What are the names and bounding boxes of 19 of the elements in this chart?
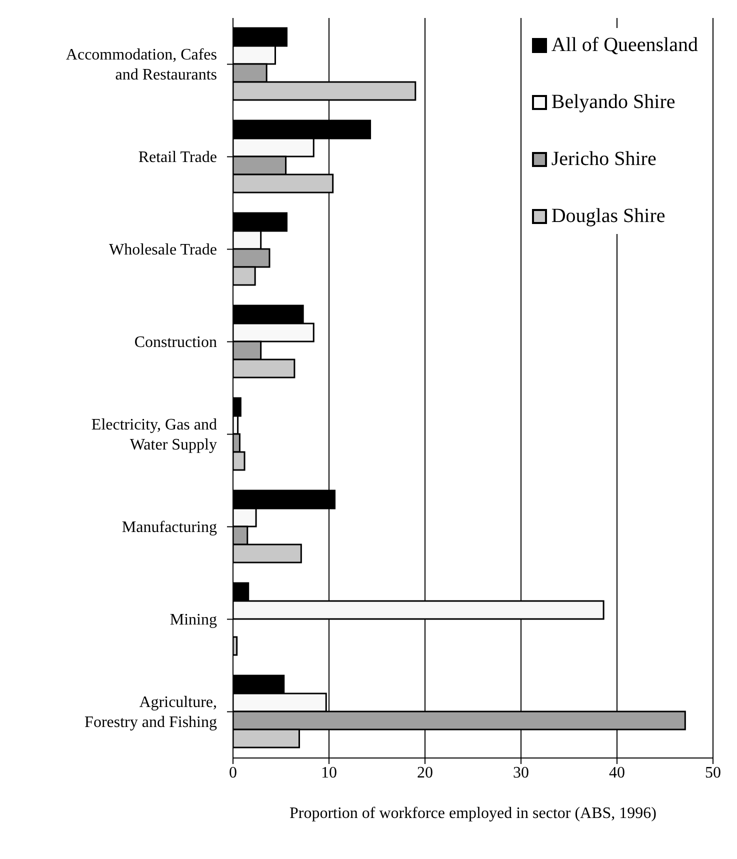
- x-tick-label: 30: [513, 764, 529, 782]
- x-tick-label: 20: [417, 764, 433, 782]
- y-tick-label: Agriculture, Forestry and Fishing: [84, 693, 217, 730]
- y-tick-label: Electricity, Gas and Water Supply: [91, 416, 217, 453]
- y-tick-label: Manufacturing: [122, 518, 217, 536]
- x-tick-label: 50: [705, 764, 721, 782]
- legend-label: All of Queensland: [551, 34, 698, 57]
- legend-label: Belyando Shire: [551, 91, 676, 114]
- y-tick-label: Wholesale Trade: [109, 240, 217, 258]
- x-axis-title: Proportion of workforce employed in sector (ABS, 1996): [289, 805, 657, 822]
- y-tick-label: Retail Trade: [138, 148, 217, 166]
- legend-label: Jericho Shire: [551, 148, 656, 171]
- legend-label: Douglas Shire: [551, 205, 666, 228]
- y-tick-label: Construction: [134, 333, 217, 350]
- x-tick-label: 10: [321, 764, 337, 782]
- x-tick-label: 0: [229, 764, 237, 782]
- y-tick-label: Mining: [170, 610, 217, 628]
- y-tick-label: Accommodation, Cafes and Restaurants: [66, 46, 217, 83]
- x-tick-label: 40: [609, 764, 625, 782]
